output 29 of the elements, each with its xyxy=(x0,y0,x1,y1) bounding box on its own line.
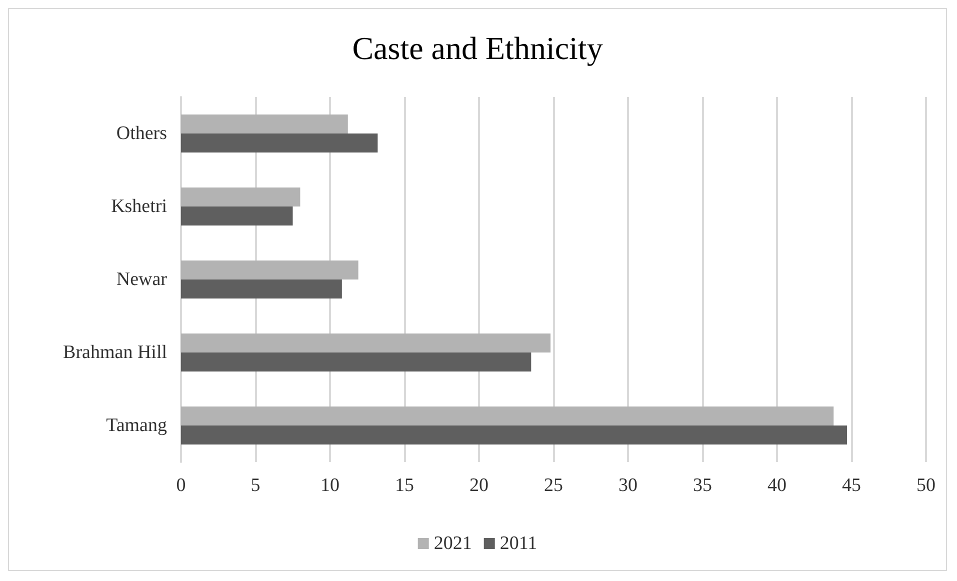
y-tick-label: Newar xyxy=(116,269,168,290)
x-tick-label: 0 xyxy=(176,475,186,496)
y-tick-label: Kshetri xyxy=(111,196,167,217)
x-tick-label: 35 xyxy=(693,475,712,496)
bar xyxy=(181,334,551,352)
x-tick-label: 25 xyxy=(544,475,563,496)
bar xyxy=(181,280,342,298)
y-tick-label: Brahman Hill xyxy=(63,342,167,363)
bar xyxy=(181,114,348,134)
legend-label: 2021 xyxy=(434,533,472,554)
bar xyxy=(181,352,532,372)
bar xyxy=(181,188,300,206)
y-tick-label: Others xyxy=(116,123,167,144)
x-tick-label: 45 xyxy=(842,475,861,496)
x-tick-label: 30 xyxy=(618,475,638,496)
x-tick-label: 10 xyxy=(320,475,340,496)
bar xyxy=(181,206,293,226)
bar xyxy=(181,134,378,152)
bar xyxy=(181,406,834,426)
legend-label: 2011 xyxy=(500,533,538,554)
y-tick-label: Tamang xyxy=(106,415,168,436)
x-tick-label: 5 xyxy=(250,475,260,496)
bar xyxy=(181,426,848,444)
x-tick-label: 15 xyxy=(395,475,414,496)
x-tick-label: 40 xyxy=(768,475,786,496)
bar xyxy=(181,260,358,280)
chart-title: Caste and Ethnicity xyxy=(352,30,603,66)
x-tick-label: 20 xyxy=(470,475,488,496)
x-tick-label: 50 xyxy=(916,475,936,496)
